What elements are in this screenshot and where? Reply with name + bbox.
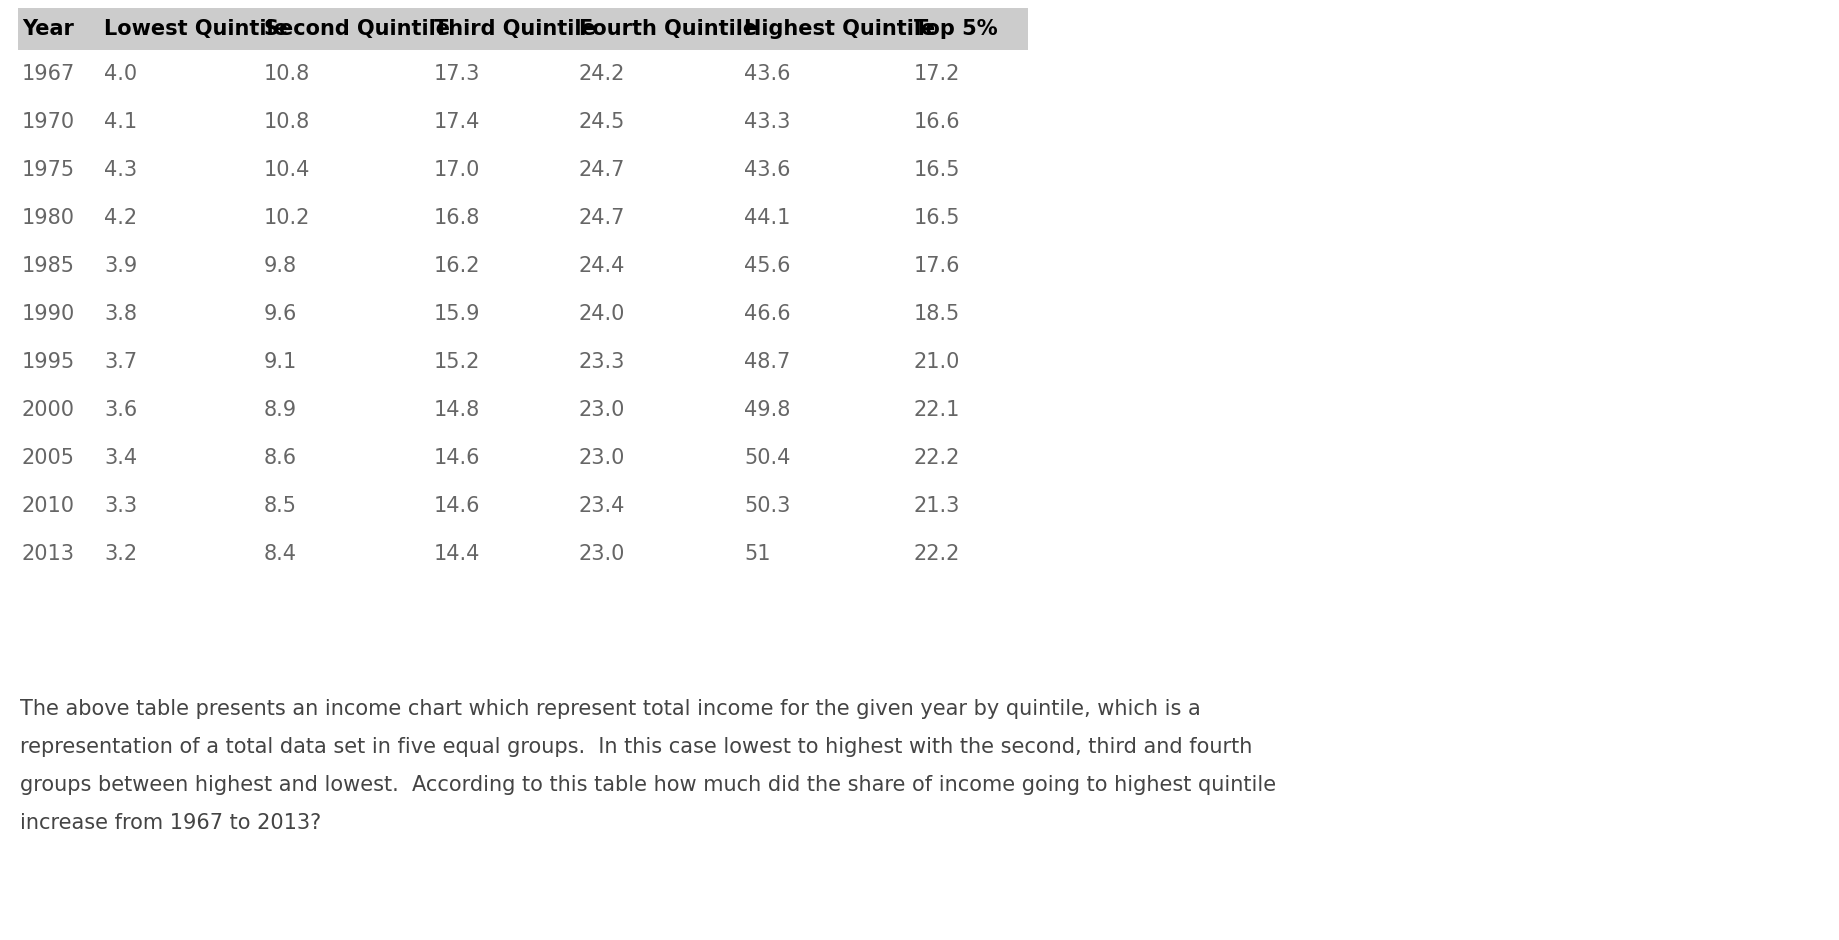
Text: 8.6: 8.6 xyxy=(263,448,296,468)
Text: 10.2: 10.2 xyxy=(263,208,311,228)
Text: Third Quintile: Third Quintile xyxy=(434,19,596,39)
Text: 48.7: 48.7 xyxy=(743,352,789,372)
Text: 15.9: 15.9 xyxy=(434,304,480,324)
Text: 24.7: 24.7 xyxy=(579,208,625,228)
Text: 21.0: 21.0 xyxy=(914,352,960,372)
Text: 50.3: 50.3 xyxy=(743,496,791,516)
Text: 51: 51 xyxy=(743,544,771,564)
Text: 8.4: 8.4 xyxy=(263,544,296,564)
Text: 3.8: 3.8 xyxy=(105,304,136,324)
Text: 23.3: 23.3 xyxy=(579,352,625,372)
Text: 9.8: 9.8 xyxy=(263,256,296,276)
Text: 16.8: 16.8 xyxy=(434,208,480,228)
Text: representation of a total data set in five equal groups.  In this case lowest to: representation of a total data set in fi… xyxy=(20,737,1252,757)
Text: 1995: 1995 xyxy=(22,352,75,372)
Text: 14.4: 14.4 xyxy=(434,544,480,564)
Text: 2000: 2000 xyxy=(22,400,75,420)
Text: 17.0: 17.0 xyxy=(434,160,480,180)
Text: 8.9: 8.9 xyxy=(263,400,296,420)
Text: 14.6: 14.6 xyxy=(434,496,480,516)
Text: 43.6: 43.6 xyxy=(743,160,791,180)
Text: 24.0: 24.0 xyxy=(579,304,625,324)
Bar xyxy=(18,8,1028,50)
Text: 18.5: 18.5 xyxy=(914,304,960,324)
Text: 10.4: 10.4 xyxy=(263,160,311,180)
Text: 9.6: 9.6 xyxy=(263,304,298,324)
Text: 1985: 1985 xyxy=(22,256,75,276)
Text: 24.4: 24.4 xyxy=(579,256,625,276)
Text: 17.4: 17.4 xyxy=(434,112,480,132)
Text: 43.3: 43.3 xyxy=(743,112,791,132)
Text: 16.2: 16.2 xyxy=(434,256,480,276)
Text: groups between highest and lowest.  According to this table how much did the sha: groups between highest and lowest. Accor… xyxy=(20,775,1276,795)
Text: 44.1: 44.1 xyxy=(743,208,791,228)
Text: 16.5: 16.5 xyxy=(914,208,960,228)
Text: 23.0: 23.0 xyxy=(579,400,625,420)
Text: 17.2: 17.2 xyxy=(914,64,960,84)
Text: 23.4: 23.4 xyxy=(579,496,625,516)
Text: 3.6: 3.6 xyxy=(105,400,138,420)
Text: 9.1: 9.1 xyxy=(263,352,298,372)
Text: 4.0: 4.0 xyxy=(105,64,138,84)
Text: 43.6: 43.6 xyxy=(743,64,791,84)
Text: 17.3: 17.3 xyxy=(434,64,480,84)
Text: 24.2: 24.2 xyxy=(579,64,625,84)
Text: 16.5: 16.5 xyxy=(914,160,960,180)
Text: 3.3: 3.3 xyxy=(105,496,138,516)
Text: 23.0: 23.0 xyxy=(579,544,625,564)
Text: 46.6: 46.6 xyxy=(743,304,791,324)
Text: 45.6: 45.6 xyxy=(743,256,791,276)
Text: 1970: 1970 xyxy=(22,112,75,132)
Text: 3.4: 3.4 xyxy=(105,448,138,468)
Text: 3.7: 3.7 xyxy=(105,352,138,372)
Text: 3.2: 3.2 xyxy=(105,544,138,564)
Text: Highest Quintile: Highest Quintile xyxy=(743,19,934,39)
Text: 1980: 1980 xyxy=(22,208,75,228)
Text: Second Quintile: Second Quintile xyxy=(263,19,451,39)
Text: 14.6: 14.6 xyxy=(434,448,480,468)
Text: 1975: 1975 xyxy=(22,160,75,180)
Text: 15.2: 15.2 xyxy=(434,352,480,372)
Text: 22.2: 22.2 xyxy=(914,544,960,564)
Text: 10.8: 10.8 xyxy=(263,112,311,132)
Text: 2010: 2010 xyxy=(22,496,75,516)
Text: Fourth Quintile: Fourth Quintile xyxy=(579,19,756,39)
Text: 14.8: 14.8 xyxy=(434,400,480,420)
Text: The above table presents an income chart which represent total income for the gi: The above table presents an income chart… xyxy=(20,699,1201,719)
Text: 23.0: 23.0 xyxy=(579,448,625,468)
Text: 22.2: 22.2 xyxy=(914,448,960,468)
Text: 8.5: 8.5 xyxy=(263,496,296,516)
Text: 21.3: 21.3 xyxy=(914,496,960,516)
Text: 49.8: 49.8 xyxy=(743,400,791,420)
Text: 24.5: 24.5 xyxy=(579,112,625,132)
Text: Lowest Quintile: Lowest Quintile xyxy=(105,19,287,39)
Text: Year: Year xyxy=(22,19,74,39)
Text: 2013: 2013 xyxy=(22,544,75,564)
Text: 10.8: 10.8 xyxy=(263,64,311,84)
Text: 17.6: 17.6 xyxy=(914,256,960,276)
Text: 4.2: 4.2 xyxy=(105,208,138,228)
Text: 4.3: 4.3 xyxy=(105,160,138,180)
Text: 22.1: 22.1 xyxy=(914,400,960,420)
Text: Top 5%: Top 5% xyxy=(914,19,997,39)
Text: 16.6: 16.6 xyxy=(914,112,960,132)
Text: 4.1: 4.1 xyxy=(105,112,138,132)
Text: 24.7: 24.7 xyxy=(579,160,625,180)
Text: 1990: 1990 xyxy=(22,304,75,324)
Text: increase from 1967 to 2013?: increase from 1967 to 2013? xyxy=(20,813,322,833)
Text: 2005: 2005 xyxy=(22,448,75,468)
Text: 50.4: 50.4 xyxy=(743,448,791,468)
Text: 1967: 1967 xyxy=(22,64,75,84)
Text: 3.9: 3.9 xyxy=(105,256,138,276)
